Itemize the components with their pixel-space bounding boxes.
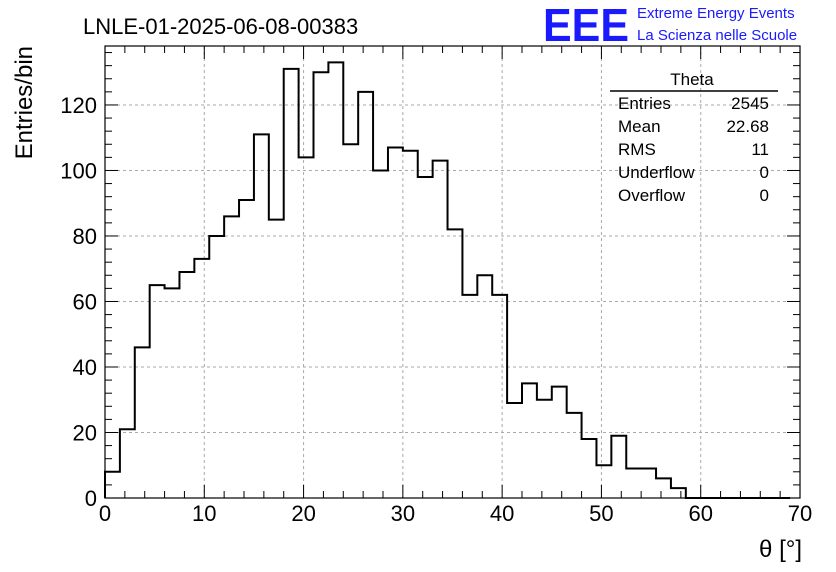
histogram-bin (626, 469, 641, 498)
eee-logo: EEE Extreme Energy Events La Scienza nel… (543, 0, 797, 51)
y-tick-label: 60 (73, 289, 97, 314)
x-tick-label: 20 (291, 501, 315, 526)
histogram-bin (179, 272, 194, 498)
stats-label: Underflow (618, 163, 695, 182)
stats-label: Entries (618, 94, 671, 113)
histogram-bin (239, 200, 254, 498)
histogram-bin (388, 148, 403, 498)
histogram-bin (462, 295, 477, 498)
x-tick-label: 50 (589, 501, 613, 526)
y-axis-ticks: 0 20 40 60 80 100 120 (60, 52, 800, 511)
y-tick-label: 20 (73, 420, 97, 445)
histogram-bin (552, 387, 567, 498)
histogram-bin (596, 465, 611, 498)
histogram-bin (328, 62, 343, 498)
stats-label: Overflow (618, 186, 686, 205)
x-tick-label: 30 (391, 501, 415, 526)
histogram-bin (299, 157, 314, 498)
y-tick-label: 80 (73, 224, 97, 249)
histogram-bin (448, 229, 463, 498)
x-tick-label: 40 (490, 501, 514, 526)
histogram-series (104, 61, 791, 499)
histogram-bin (120, 429, 135, 498)
histogram-bin (284, 69, 299, 498)
y-tick-label: 100 (60, 158, 97, 183)
histogram-bin (537, 400, 552, 498)
plot-frame (104, 45, 801, 499)
histogram-bin (418, 177, 433, 498)
histogram-bin (135, 347, 150, 498)
histogram-bin (209, 236, 224, 498)
y-axis-title: Entries/bin (11, 46, 38, 159)
histogram-bin (343, 144, 358, 498)
histogram-bin (477, 275, 492, 498)
stats-label: Mean (618, 117, 661, 136)
stats-box: Theta Entries 2545 Mean 22.68 RMS 11 Underflow… (610, 70, 778, 205)
histogram-bin (492, 295, 507, 498)
histogram-bin (358, 92, 373, 498)
stats-label: RMS (618, 140, 656, 159)
histogram-bin (582, 439, 597, 498)
x-tick-label: 60 (688, 501, 712, 526)
stats-rows: Entries 2545 Mean 22.68 RMS 11 Underflow 0 Overf… (618, 94, 769, 205)
stats-value: 0 (760, 186, 769, 205)
histogram-bin (314, 72, 329, 498)
histogram-bin (194, 259, 209, 498)
histogram-bin (165, 288, 180, 498)
x-tick-label: 0 (99, 501, 111, 526)
eee-logo-line2: La Scienza nelle Scuole (637, 27, 797, 44)
x-axis-ticks: 0 10 20 30 40 50 60 70 (99, 46, 812, 526)
eee-logo-mark: EEE (543, 0, 629, 51)
histogram-bin (373, 170, 388, 498)
x-tick-label: 10 (192, 501, 216, 526)
histogram-bin (641, 469, 656, 498)
histogram-bin (433, 161, 448, 498)
histogram-bin (150, 285, 165, 498)
x-axis-title: θ [°] (759, 536, 802, 563)
histogram-bin (269, 220, 284, 498)
histogram-bin (656, 478, 671, 498)
histogram-outline (104, 61, 791, 499)
eee-logo-line1: Extreme Energy Events (637, 5, 795, 22)
y-tick-label: 40 (73, 355, 97, 380)
y-tick-label: 0 (85, 486, 97, 511)
histogram-bin (403, 151, 418, 498)
chart-title: LNLE-01-2025-06-08-00383 (83, 14, 358, 39)
histogram-bin (507, 403, 522, 498)
stats-value: 22.68 (726, 117, 769, 136)
stats-value: 2545 (731, 94, 769, 113)
histogram-bin (671, 488, 686, 498)
histogram-bin (224, 216, 239, 498)
histogram-bin (567, 413, 582, 498)
histogram-bin (254, 134, 269, 498)
histogram-bin (611, 436, 626, 498)
y-tick-label: 120 (60, 93, 97, 118)
stats-value: 11 (751, 140, 769, 159)
stats-value: 0 (760, 163, 769, 182)
x-tick-label: 70 (788, 501, 812, 526)
histogram-bin (522, 383, 537, 498)
stats-title: Theta (670, 70, 714, 89)
